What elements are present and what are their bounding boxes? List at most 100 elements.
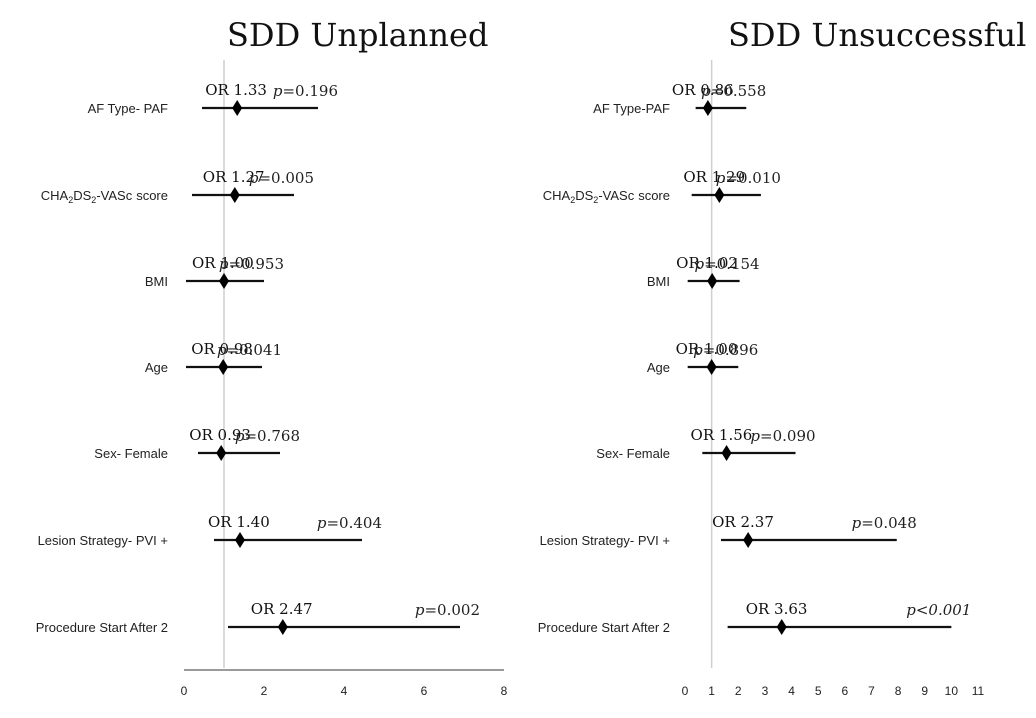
point-estimate <box>706 359 717 375</box>
p-value-label: p=0.196 <box>273 82 338 100</box>
row-label: Age <box>647 360 670 375</box>
or-label: OR 0.98 <box>191 340 253 358</box>
x-tick-label: 0 <box>682 684 689 698</box>
p-value: =0.154 <box>704 255 760 273</box>
row-label: CHA2DS2-VASc score <box>543 188 670 205</box>
p-symbol: p <box>694 255 704 273</box>
forest-row: Lesion Strategy- PVI + OR 2.37 p=0.048 <box>540 513 917 548</box>
row-label-part: score <box>638 188 670 203</box>
chart-title: SDD Unplanned <box>227 16 488 54</box>
or-label: OR 0.86 <box>672 81 734 99</box>
p-symbol: p <box>716 169 726 187</box>
point-estimate <box>216 445 227 461</box>
p-value-label: p=0.005 <box>249 169 314 187</box>
forest-row: AF Type- PAF OR 1.33 p=0.196 <box>88 81 338 116</box>
row-label-part: 2 <box>91 195 96 205</box>
row-label-part: 2 <box>68 195 73 205</box>
p-symbol: p <box>906 601 916 619</box>
point-estimate <box>714 187 725 203</box>
row-label-part: 2 <box>593 195 598 205</box>
p-value-label: p=0.896 <box>693 341 758 359</box>
x-tick-label: 5 <box>815 684 822 698</box>
point-estimate <box>707 273 718 289</box>
row-label-part: DS <box>73 188 91 203</box>
p-value-label: p=0.154 <box>694 255 759 273</box>
point-estimate <box>232 100 243 116</box>
row-label: BMI <box>647 274 670 289</box>
forest-row: Lesion Strategy- PVI + OR 1.40 p=0.404 <box>38 513 382 548</box>
point-estimate <box>235 532 245 548</box>
or-label: OR 1.33 <box>205 81 267 99</box>
p-value: =0.196 <box>282 82 338 100</box>
row-label-part: CHA <box>41 188 69 203</box>
row-label: Procedure Start After 2 <box>36 620 168 635</box>
forest-row: Procedure Start After 2 OR 2.47 p=0.002 <box>36 600 480 635</box>
chart-title: SDD Unsuccessful <box>728 16 1026 54</box>
point-estimate <box>743 532 754 548</box>
forest-row: CHA2DS2-VASc score OR 1.27p=0.005 <box>41 168 314 205</box>
p-value: <0.001 <box>916 601 972 619</box>
p-value-label: p=0.768 <box>235 427 300 445</box>
p-value-label: p=0.090 <box>750 427 815 445</box>
row-label: Lesion Strategy- PVI + <box>540 533 670 548</box>
p-symbol: p <box>217 341 227 359</box>
x-tick-label: 11 <box>972 684 985 698</box>
p-value: =0.010 <box>725 169 781 187</box>
x-tick-label: 2 <box>261 684 268 698</box>
p-value: =0.090 <box>760 427 816 445</box>
p-value: =0.048 <box>861 514 917 532</box>
p-symbol: p <box>693 341 703 359</box>
x-tick-label: 2 <box>735 684 742 698</box>
p-symbol: p <box>317 514 327 532</box>
row-label: Age <box>145 360 168 375</box>
forest-row: Sex- Female OR 0.93p=0.768 <box>94 426 300 461</box>
p-symbol: p <box>235 427 245 445</box>
panel-sdd-unsuccessful: SDD Unsuccessful 0 1 2 3 4 5 6 7 8 9 10 11 AF Type-PA… <box>538 16 1027 698</box>
forest-row: Procedure Start After 2 OR 3.63 p<0.001 <box>538 600 972 635</box>
p-value: =0.404 <box>326 514 382 532</box>
forest-row: Age OR 0.98p=0.041 <box>145 340 282 375</box>
x-tick-label: 9 <box>921 684 928 698</box>
p-value: =0.768 <box>244 427 300 445</box>
or-label: OR 1.27 <box>203 168 265 186</box>
p-symbol: p <box>249 169 259 187</box>
p-value-label: p=0.041 <box>217 341 282 359</box>
x-tick-label: 1 <box>708 684 715 698</box>
or-label: OR 1.00 <box>676 340 738 358</box>
p-value-label: p=0.002 <box>415 601 480 619</box>
point-estimate <box>277 619 288 635</box>
p-value: =0.002 <box>424 601 480 619</box>
or-label: OR 3.63 <box>746 600 808 618</box>
p-symbol: p <box>273 82 283 100</box>
row-label-part: CHA <box>543 188 571 203</box>
row-label: BMI <box>145 274 168 289</box>
row-label-part: DS <box>575 188 593 203</box>
p-value: =0.005 <box>258 169 314 187</box>
point-estimate <box>218 359 229 375</box>
x-tick-label: 4 <box>788 684 795 698</box>
p-value: =0.558 <box>711 82 767 100</box>
p-symbol: p <box>415 601 425 619</box>
p-symbol: p <box>852 514 862 532</box>
p-symbol: p <box>701 82 711 100</box>
x-tick-label: 6 <box>841 684 848 698</box>
row-label: Sex- Female <box>596 446 670 461</box>
point-estimate <box>229 187 240 203</box>
p-value-label: p=0.558 <box>701 82 766 100</box>
x-tick-label: 4 <box>341 684 348 698</box>
forest-row: BMI OR 1.00p=0.953 <box>145 254 284 289</box>
row-label: Sex- Female <box>94 446 168 461</box>
p-value-label: p=0.404 <box>317 514 382 532</box>
row-label: CHA2DS2-VASc score <box>41 188 168 205</box>
or-label: OR 1.02 <box>676 254 738 272</box>
or-label: OR 1.29 <box>683 168 745 186</box>
forest-row: BMI OR 1.02p=0.154 <box>647 254 760 289</box>
or-label: OR 1.40 <box>208 513 270 531</box>
row-label: Lesion Strategy- PVI + <box>38 533 168 548</box>
x-tick-label: 8 <box>895 684 902 698</box>
x-tick-label: 0 <box>181 684 188 698</box>
